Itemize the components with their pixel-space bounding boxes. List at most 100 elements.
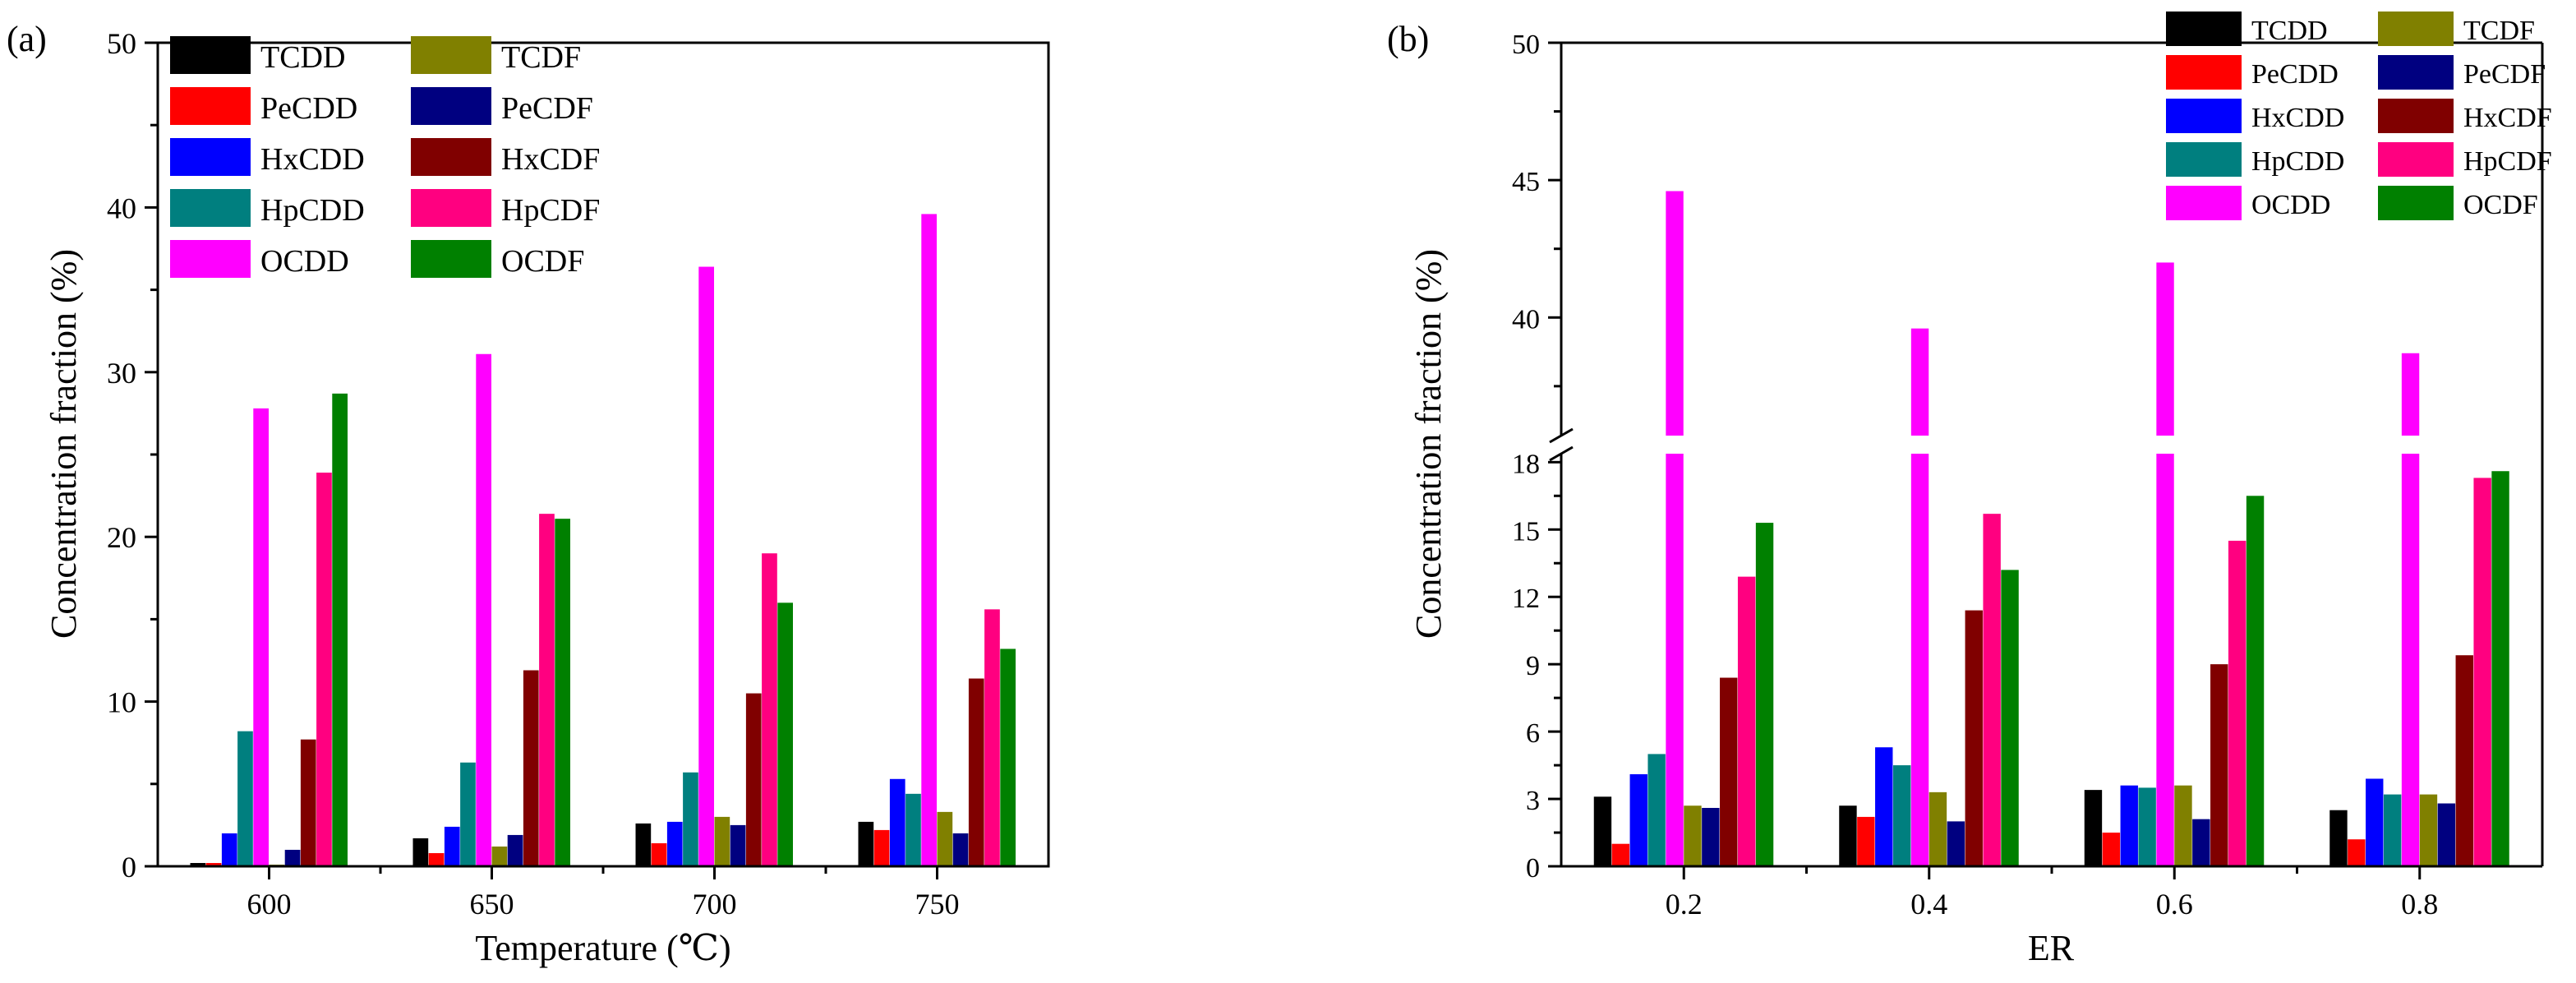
y-tick-label: 30 xyxy=(107,357,136,390)
legend-item-pecdf: PeCDF xyxy=(411,87,593,126)
legend-swatch-hxcdd xyxy=(2166,99,2242,133)
panel-a-label: (a) xyxy=(7,19,47,59)
y-tick-label: 45 xyxy=(1512,167,1540,197)
bar-tcdf-0-6 xyxy=(2174,785,2192,866)
bar-pecdf-600 xyxy=(284,849,301,866)
bar-lower-segment xyxy=(2156,454,2174,866)
bar-hpcdd-600 xyxy=(237,731,253,866)
bar-hxcdd-600 xyxy=(221,833,237,866)
legend-swatch-hpcdd xyxy=(2166,142,2242,177)
legend-label-ocdd: OCDD xyxy=(2251,190,2330,220)
bar-hxcdf-750 xyxy=(968,678,984,866)
panel-a-legend: TCDD PeCDD HxCDD HpCDD OCDD TCDF PeCDF HxCDF HpC… xyxy=(170,36,600,279)
legend-label-ocdf: OCDF xyxy=(2463,190,2538,220)
bar-tcdf-0-2 xyxy=(1684,805,1702,866)
bar-hpcdf-700 xyxy=(762,553,777,866)
x-tick-label: 0.2 xyxy=(1666,888,1703,921)
x-tick-label: 600 xyxy=(247,888,292,921)
bar-tcdd-0-4 xyxy=(1839,805,1857,866)
bar-ocdd-0-8 xyxy=(2401,353,2420,866)
bar-pecdf-650 xyxy=(507,834,523,866)
y-tick-label: 0 xyxy=(1526,853,1540,884)
y-tick-label: 50 xyxy=(1512,30,1540,60)
bar-tcdd-0-6 xyxy=(2084,790,2103,866)
legend-label-hpcdf: HpCDF xyxy=(2463,146,2552,177)
bar-hxcdf-700 xyxy=(745,693,762,866)
legend-swatch-tcdf xyxy=(411,36,491,74)
bar-pecdf-750 xyxy=(952,833,969,866)
legend-item-hpcdd: HpCDD xyxy=(2166,142,2344,177)
y-tick-label: 9 xyxy=(1526,651,1540,681)
bar-upper-segment xyxy=(1910,328,1929,436)
bar-hpcdd-0-4 xyxy=(1892,765,1911,866)
bar-ocdd-650 xyxy=(476,353,491,867)
bar-ocdf-0-8 xyxy=(2491,471,2509,866)
bar-pecdd-0-8 xyxy=(2348,839,2366,866)
bar-hpcdf-0-6 xyxy=(2228,540,2247,866)
bar-upper-segment xyxy=(2156,262,2174,436)
legend-label-ocdd: OCDD xyxy=(260,244,349,279)
panel-a-y-axis-label: Concentration fraction (%) xyxy=(44,249,84,639)
legend-swatch-tcdf xyxy=(2378,12,2454,46)
panel-b: (b) Concentration fraction (%) ER 0 3 6 9 12… xyxy=(1387,12,2552,968)
legend-swatch-tcdd xyxy=(170,36,251,74)
legend-swatch-tcdd xyxy=(2166,12,2242,46)
x-tick-label: 0.4 xyxy=(1910,888,1947,921)
legend-swatch-hpcdd xyxy=(170,189,251,227)
legend-label-hpcdf: HpCDF xyxy=(501,193,600,228)
bar-tcdd-0-2 xyxy=(1593,796,1612,866)
x-tick-label: 700 xyxy=(693,888,737,921)
bar-upper-segment xyxy=(2401,353,2420,436)
legend-label-hxcdf: HxCDF xyxy=(501,142,600,177)
bar-tcdf-0-8 xyxy=(2419,794,2438,866)
bar-pecdf-700 xyxy=(730,824,746,866)
bar-ocdd-600 xyxy=(253,408,269,866)
bar-hxcdf-0-2 xyxy=(1720,677,1738,866)
legend-item-ocdd: OCDD xyxy=(170,240,349,279)
bar-pecdd-700 xyxy=(651,842,667,866)
legend-swatch-hxcdf xyxy=(2378,99,2454,133)
bar-ocdd-0-6 xyxy=(2156,262,2174,866)
panel-a-ticks: 0 10 20 30 40 50 600 650 700 750 xyxy=(107,27,960,921)
legend-label-hxcdd: HxCDD xyxy=(260,142,365,177)
y-tick-label: 40 xyxy=(1512,304,1540,335)
bar-hxcdd-0-6 xyxy=(2120,785,2138,866)
x-tick-label: 750 xyxy=(915,888,960,921)
panel-b-axis-break xyxy=(1549,427,1574,462)
legend-item-hxcdf: HxCDF xyxy=(411,138,600,177)
bar-tcdd-0-8 xyxy=(2329,810,2348,866)
bar-hpcdf-650 xyxy=(539,514,555,866)
x-tick-label: 0.6 xyxy=(2156,888,2193,921)
bar-tcdf-700 xyxy=(714,816,730,866)
legend-label-pecdf: PeCDF xyxy=(501,91,593,126)
bar-pecdd-0-4 xyxy=(1857,816,1875,866)
panel-a: (a) Concentration fraction (%) Temperatu… xyxy=(7,19,1050,968)
panel-b-legend: TCDD PeCDD HxCDD HpCDD OCDD TCDF PeCDF HxCDF HpC… xyxy=(2166,12,2552,220)
bar-ocdf-600 xyxy=(332,393,348,866)
legend-swatch-pecdd xyxy=(2166,55,2242,90)
legend-item-hpcdf: HpCDF xyxy=(2378,142,2552,177)
y-tick-label: 10 xyxy=(107,686,136,719)
bar-hpcdf-600 xyxy=(316,473,332,866)
legend-item-ocdd: OCDD xyxy=(2166,186,2330,220)
y-tick-label: 12 xyxy=(1512,584,1540,614)
bar-hxcdd-0-8 xyxy=(2366,778,2384,866)
legend-swatch-hxcdf xyxy=(411,138,491,176)
bar-hpcdd-750 xyxy=(906,793,921,866)
legend-item-hpcdd: HpCDD xyxy=(170,189,365,228)
legend-swatch-pecdf xyxy=(2378,55,2454,90)
bar-pecdf-0-6 xyxy=(2192,819,2210,866)
legend-label-tcdd: TCDD xyxy=(260,40,345,75)
legend-item-ocdf: OCDF xyxy=(411,240,584,279)
legend-item-hxcdd: HxCDD xyxy=(170,138,365,177)
bar-ocdf-750 xyxy=(1000,648,1016,866)
panel-a-plot-frame xyxy=(156,41,1050,868)
bar-ocdf-700 xyxy=(777,602,793,866)
bar-pecdf-0-8 xyxy=(2437,803,2456,866)
x-tick-label: 0.8 xyxy=(2401,888,2438,921)
bar-pecdf-0-4 xyxy=(1947,821,1965,866)
y-tick-label: 15 xyxy=(1512,516,1540,547)
legend-item-pecdd: PeCDD xyxy=(170,87,357,126)
legend-label-hpcdd: HpCDD xyxy=(2251,146,2344,177)
